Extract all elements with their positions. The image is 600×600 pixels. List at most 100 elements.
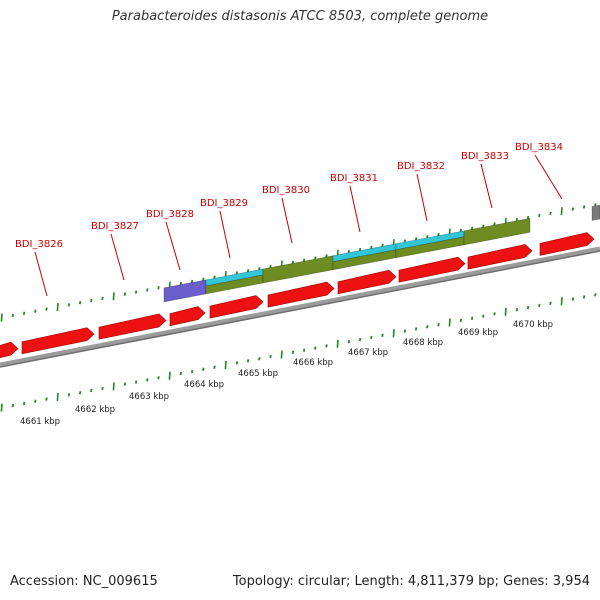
minor-tick: [101, 386, 104, 391]
minor-tick: [347, 339, 351, 344]
gene-label-leader: [281, 197, 293, 244]
scale-label: 4664 kbp: [184, 380, 224, 390]
minor-tick: [190, 279, 194, 284]
minor-tick: [22, 311, 26, 316]
minor-tick: [258, 356, 261, 361]
minor-tick: [526, 215, 530, 220]
scale-label: 4662 kbp: [75, 405, 115, 415]
minor-tick: [414, 237, 418, 241]
gene-label: BDI_3826: [15, 239, 63, 250]
minor-tick: [67, 393, 71, 397]
minor-tick: [381, 333, 384, 337]
minor-tick: [78, 391, 82, 395]
gene-label: BDI_3830: [262, 185, 310, 196]
minor-tick: [482, 224, 485, 228]
minor-tick: [157, 376, 160, 380]
minor-tick: [190, 369, 194, 374]
minor-tick: [179, 371, 183, 376]
major-tick: [280, 350, 283, 359]
major-tick: [112, 382, 115, 391]
major-tick: [560, 297, 563, 306]
minor-tick: [493, 312, 496, 316]
minor-tick: [213, 365, 216, 369]
minor-tick: [134, 290, 138, 294]
gene-label: BDI_3834: [515, 142, 563, 153]
feature-olive: [262, 255, 334, 284]
scale-label: 4666 kbp: [293, 358, 333, 368]
minor-tick: [538, 303, 541, 308]
minor-tick: [302, 258, 306, 262]
minor-tick: [459, 228, 463, 233]
minor-tick: [314, 256, 317, 260]
minor-tick: [325, 344, 328, 348]
gene-label: BDI_3829: [200, 198, 248, 209]
gene-label-leader: [34, 251, 48, 297]
gene-label-leader: [165, 221, 181, 271]
minor-tick: [594, 203, 597, 207]
scale-label: 4670 kbp: [513, 320, 553, 330]
gene-label: BDI_3832: [397, 161, 445, 172]
minor-tick: [470, 316, 474, 320]
scale-label: 4669 kbp: [458, 328, 498, 338]
minor-tick: [482, 314, 485, 318]
scale-label: 4667 kbp: [348, 348, 388, 358]
major-tick: [56, 392, 59, 402]
lower-scale-ticks: [0, 293, 597, 412]
gene-label: BDI_3831: [330, 173, 378, 184]
minor-tick: [403, 329, 407, 333]
minor-tick: [45, 397, 48, 401]
minor-tick: [325, 254, 328, 258]
minor-tick: [246, 269, 250, 273]
minor-tick: [146, 378, 149, 382]
scale-label: 4668 kbp: [403, 338, 443, 348]
gene-arrow: [467, 244, 533, 270]
minor-tick: [269, 264, 272, 269]
minor-tick: [202, 367, 205, 371]
minor-tick: [101, 296, 104, 301]
major-tick: [504, 307, 507, 316]
gene-arrow: [539, 232, 595, 256]
gene-arrow: [209, 295, 264, 319]
minor-tick: [358, 247, 362, 252]
major-tick: [112, 292, 115, 301]
gene-label-leader: [534, 154, 563, 200]
scale-label: 4661 kbp: [20, 417, 60, 427]
minor-tick: [426, 325, 429, 329]
minor-tick: [403, 239, 407, 243]
minor-tick: [123, 292, 127, 296]
minor-tick: [269, 354, 272, 359]
gene-arrow: [21, 327, 95, 355]
minor-tick: [202, 277, 205, 281]
minor-tick: [302, 348, 306, 352]
genome-backbone: [0, 246, 600, 368]
gene-label-leader: [480, 163, 493, 209]
major-tick: [168, 371, 171, 380]
minor-tick: [246, 359, 250, 363]
minor-tick: [571, 207, 575, 211]
minor-tick: [582, 205, 586, 209]
gene-label-leader: [349, 185, 361, 233]
gene-arrow: [98, 313, 167, 340]
major-tick: [560, 207, 563, 216]
major-tick: [448, 318, 451, 327]
minor-tick: [526, 305, 530, 310]
gene-label-leader: [416, 173, 428, 222]
scale-label: 4665 kbp: [238, 369, 278, 379]
minor-tick: [90, 388, 93, 393]
accession-label: Accession: NC_009615: [10, 574, 158, 589]
major-tick: [56, 302, 59, 312]
gene-arrow: [398, 256, 466, 283]
gene-label: BDI_3833: [461, 151, 509, 162]
gene-arrow: [267, 281, 335, 308]
minor-tick: [67, 303, 71, 307]
minor-tick: [515, 308, 519, 312]
major-tick: [0, 403, 3, 412]
minor-tick: [314, 346, 317, 350]
minor-tick: [258, 266, 261, 271]
minor-tick: [426, 235, 429, 239]
minor-tick: [549, 301, 552, 306]
minor-tick: [146, 288, 149, 292]
minor-tick: [179, 281, 183, 286]
major-tick: [392, 329, 395, 338]
